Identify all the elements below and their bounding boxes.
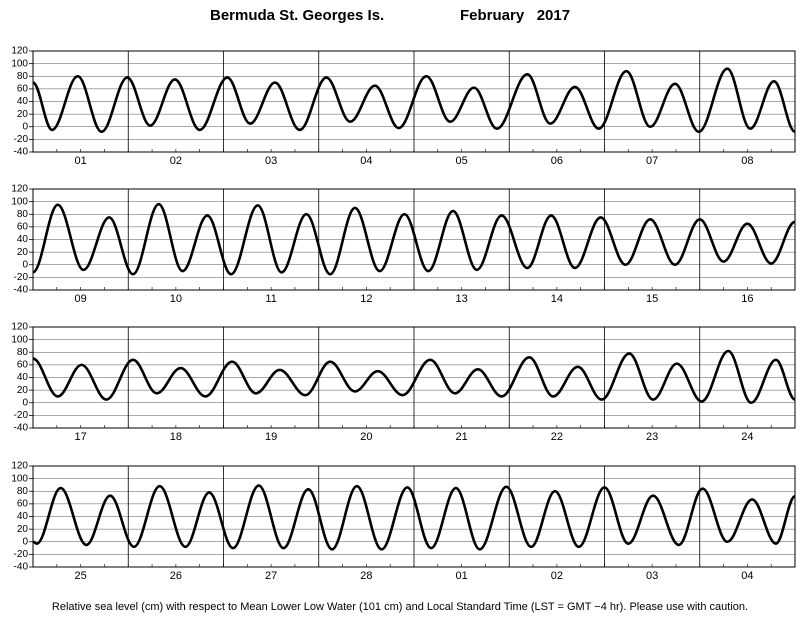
y-tick-label: 120: [11, 322, 28, 333]
day-label: 06: [551, 155, 563, 167]
plot-frame: [32, 465, 796, 568]
y-tick-label: 100: [11, 58, 28, 69]
y-tick-label: -40: [14, 423, 29, 434]
day-label: 05: [456, 155, 468, 167]
day-label: 02: [170, 155, 182, 167]
y-tick-label: 60: [17, 360, 29, 371]
day-label: 03: [265, 155, 277, 167]
y-tick-label: 20: [17, 109, 29, 120]
day-label: 02: [551, 570, 563, 582]
day-label: 08: [741, 155, 753, 167]
day-label: 04: [360, 155, 372, 167]
y-tick-label: 60: [17, 499, 29, 510]
tide-curve: [33, 202, 795, 276]
y-tick-label: 100: [11, 196, 28, 207]
title-location: Bermuda St. Georges Is.: [210, 7, 384, 24]
day-label: 01: [75, 155, 87, 167]
y-tick-label: 120: [11, 461, 28, 472]
y-tick-label: 40: [17, 234, 29, 245]
y-tick-label: -20: [14, 410, 29, 421]
day-label: 03: [646, 570, 658, 582]
day-label: 21: [456, 431, 468, 443]
y-tick-label: 40: [17, 96, 29, 107]
y-tick-label: -40: [14, 147, 29, 158]
y-tick-label: 80: [17, 486, 29, 497]
plot-frame: [32, 326, 796, 429]
day-label: 16: [741, 293, 753, 305]
day-label: 10: [170, 293, 182, 305]
day-label: 28: [360, 570, 372, 582]
y-tick-label: 20: [17, 385, 29, 396]
y-tick-label: 120: [11, 46, 28, 57]
y-tick-label: 100: [11, 334, 28, 345]
y-tick-label: 0: [22, 121, 28, 132]
tide-curve: [33, 67, 795, 134]
day-label: 14: [551, 293, 563, 305]
y-tick-label: 40: [17, 511, 29, 522]
y-tick-label: 100: [11, 473, 28, 484]
day-label: 24: [741, 431, 753, 443]
plot-frame: [32, 188, 796, 291]
y-tick-label: 20: [17, 247, 29, 258]
day-label: 18: [170, 431, 182, 443]
day-label: 11: [265, 293, 276, 305]
day-label: 04: [741, 570, 753, 582]
y-tick-label: -40: [14, 285, 29, 296]
title-month: February 2017: [460, 7, 570, 24]
y-tick-label: 20: [17, 524, 29, 535]
tide-curve: [33, 349, 795, 405]
y-tick-label: 0: [22, 536, 28, 547]
y-tick-label: 80: [17, 209, 29, 220]
y-tick-label: 60: [17, 84, 29, 95]
day-label: 12: [360, 293, 372, 305]
day-label: 07: [646, 155, 658, 167]
day-label: 17: [75, 431, 87, 443]
y-tick-label: 80: [17, 347, 29, 358]
day-label: 25: [75, 570, 87, 582]
day-label: 20: [360, 431, 372, 443]
day-label: 09: [75, 293, 87, 305]
day-label: 27: [265, 570, 277, 582]
day-label: 15: [646, 293, 658, 305]
day-label: 19: [265, 431, 277, 443]
y-tick-label: -20: [14, 134, 29, 145]
footer-note: Relative sea level (cm) with respect to …: [52, 601, 748, 613]
y-tick-label: 60: [17, 222, 29, 233]
y-tick-label: 0: [22, 397, 28, 408]
y-tick-label: 80: [17, 71, 29, 82]
day-label: 22: [551, 431, 563, 443]
y-tick-label: -20: [14, 549, 29, 560]
tide-curve: [33, 484, 795, 551]
y-tick-label: -20: [14, 272, 29, 283]
day-label: 23: [646, 431, 658, 443]
day-label: 01: [456, 570, 468, 582]
day-label: 13: [456, 293, 468, 305]
y-tick-label: 40: [17, 372, 29, 383]
plot-frame: [32, 50, 796, 153]
y-tick-label: 120: [11, 184, 28, 195]
y-tick-label: -40: [14, 562, 29, 573]
day-label: 26: [170, 570, 182, 582]
y-tick-label: 0: [22, 259, 28, 270]
